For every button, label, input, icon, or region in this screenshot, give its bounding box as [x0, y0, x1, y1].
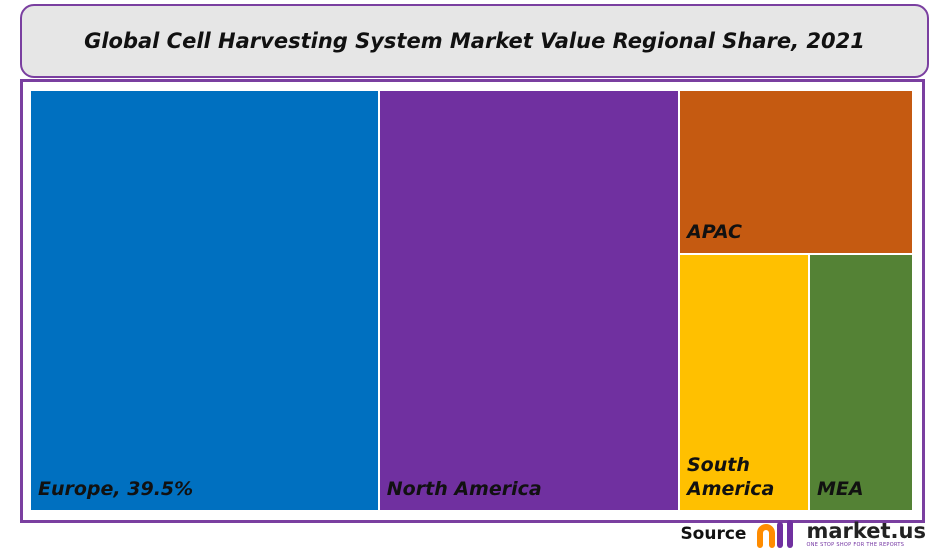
chart-frame [20, 79, 925, 523]
cell-label: North America [386, 478, 542, 501]
treemap-cell: South America [680, 254, 808, 510]
cell-label: MEA [817, 478, 864, 501]
brand-logo [757, 520, 794, 548]
treemap-cell: APAC [680, 91, 912, 253]
source-label: Source [680, 524, 747, 544]
brand-name: market.us [806, 518, 926, 543]
source: Source market.us ONE STOP SHOP FOR THE R… [680, 519, 926, 549]
treemap-cell: North America [379, 91, 678, 510]
brand: market.us ONE STOP SHOP FOR THE REPORTS [806, 518, 926, 548]
chart-title: Global Cell Harvesting System Market Val… [20, 4, 929, 78]
treemap-cell: Europe, 39.5% [31, 91, 378, 510]
treemap-cell: MEA [810, 254, 912, 510]
cell-label: South America [687, 454, 775, 501]
brand-tagline: ONE STOP SHOP FOR THE REPORTS [806, 541, 905, 548]
cell-label: Europe, 39.5% [38, 478, 194, 501]
cell-label: APAC [687, 220, 742, 243]
treemap: Europe, 39.5% North America APAC South Amer… [31, 91, 912, 510]
